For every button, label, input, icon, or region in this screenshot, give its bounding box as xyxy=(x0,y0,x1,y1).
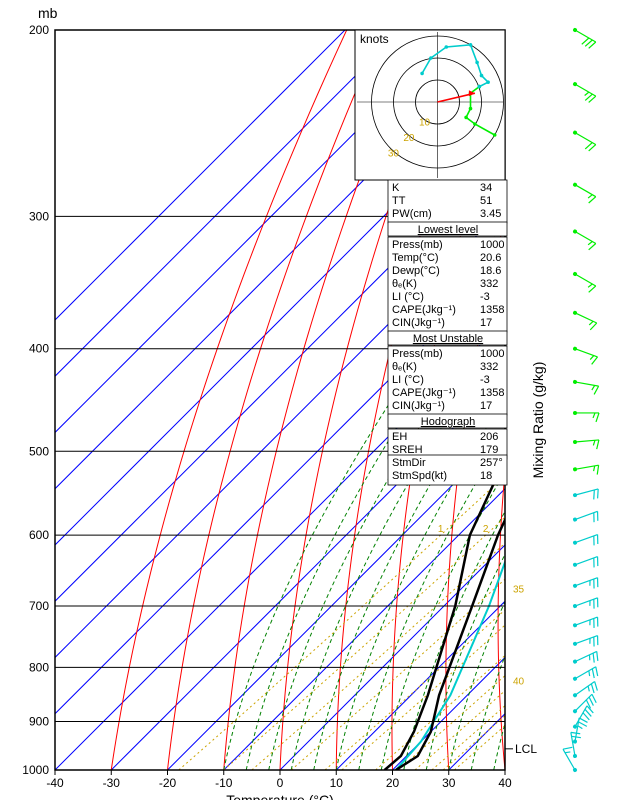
lowest-level-label: θₑ(K) xyxy=(392,278,417,290)
hodograph-title: knots xyxy=(360,32,389,46)
index-value: 3.45 xyxy=(480,208,501,220)
lowest-level-label: Press(mb) xyxy=(392,239,443,251)
index-value: 34 xyxy=(480,182,492,194)
right-axis-label: Mixing Ratio (g/kg) xyxy=(530,362,546,479)
y-axis-label: mb xyxy=(38,5,58,21)
lowest-level-value: 17 xyxy=(480,317,492,329)
most-unstable-label: CIN(Jkg⁻¹) xyxy=(392,400,445,412)
lowest-level-label: Temp(°C) xyxy=(392,252,439,264)
lowest-level-label: CAPE(Jkg⁻¹) xyxy=(392,304,456,316)
wind-barb xyxy=(569,229,597,252)
hodograph-info-label: EH xyxy=(392,431,407,443)
wind-barb xyxy=(569,271,597,294)
wind-barb xyxy=(572,665,600,688)
mixing-ratio-label: 1 xyxy=(438,524,444,535)
hodograph-info-label: SREH xyxy=(392,444,423,456)
wind-barb xyxy=(569,81,597,104)
index-value: 51 xyxy=(480,195,492,207)
storm-label: StmSpd(kt) xyxy=(392,470,447,482)
lowest-level-value: 1000 xyxy=(480,239,504,251)
most-unstable-label: Press(mb) xyxy=(392,348,443,360)
wind-barb xyxy=(569,182,597,205)
most-unstable-title: Most Unstable xyxy=(413,333,483,345)
index-label: TT xyxy=(392,195,406,207)
wind-barb xyxy=(571,380,599,395)
x-axis-label: Temperature (°C) xyxy=(226,792,334,800)
lowest-level-value: 1358 xyxy=(480,304,504,316)
pressure-tick: 700 xyxy=(29,599,49,613)
storm-label: StmDir xyxy=(392,457,426,469)
hodograph-info-title: Hodograph xyxy=(421,416,475,428)
wind-barb xyxy=(569,27,597,50)
wind-barb xyxy=(572,705,595,733)
storm-value: 257° xyxy=(480,457,503,469)
wind-barb xyxy=(573,463,601,478)
pressure-tick: 200 xyxy=(29,23,49,37)
wind-barb xyxy=(569,310,597,331)
wind-barb xyxy=(561,745,584,773)
most-unstable-value: 1358 xyxy=(480,387,504,399)
pressure-tick: 900 xyxy=(29,715,49,729)
temp-tick: 30 xyxy=(442,776,456,790)
wind-barb xyxy=(572,533,600,552)
lowest-level-title: Lowest level xyxy=(418,224,479,236)
lowest-level-value: -3 xyxy=(480,291,490,303)
temp-tick: 10 xyxy=(330,776,344,790)
temp-tick: 0 xyxy=(277,776,284,790)
wind-barb xyxy=(572,555,600,574)
index-label: PW(cm) xyxy=(392,208,432,220)
hodograph-ring-label: 20 xyxy=(403,133,415,144)
most-unstable-value: 1000 xyxy=(480,348,504,360)
pressure-tick: 800 xyxy=(29,660,49,674)
wind-barb xyxy=(572,615,600,634)
wind-barb xyxy=(572,634,600,653)
temp-tick: 20 xyxy=(386,776,400,790)
temp-tick: 40 xyxy=(498,776,512,790)
wind-barb xyxy=(573,411,599,422)
most-unstable-label: θₑ(K) xyxy=(392,361,417,373)
lowest-level-label: LI (°C) xyxy=(392,291,424,303)
temp-tick: -20 xyxy=(159,776,177,790)
wind-barb xyxy=(572,576,600,595)
pressure-tick: 600 xyxy=(29,528,49,542)
wind-barb xyxy=(572,596,600,615)
mixing-ratio-label: 2 xyxy=(483,524,489,535)
pressure-tick: 500 xyxy=(29,444,49,458)
wind-barb xyxy=(569,130,597,153)
temp-tick: -40 xyxy=(46,776,64,790)
wind-barb xyxy=(573,438,600,451)
wind-barb xyxy=(573,718,588,746)
pressure-tick: 400 xyxy=(29,342,49,356)
wind-barb xyxy=(570,346,598,365)
lcl-label: LCL xyxy=(515,742,537,756)
mixing-ratio-label: 40 xyxy=(513,676,525,687)
most-unstable-label: LI (°C) xyxy=(392,374,424,386)
hodograph-panel xyxy=(355,30,505,180)
lowest-level-value: 332 xyxy=(480,278,498,290)
storm-value: 18 xyxy=(480,470,492,482)
wind-barb xyxy=(573,487,601,504)
lowest-level-label: CIN(Jkg⁻¹) xyxy=(392,317,445,329)
wind-barb xyxy=(572,509,600,528)
most-unstable-value: -3 xyxy=(480,374,490,386)
hodograph-info-value: 206 xyxy=(480,431,498,443)
pressure-tick: 300 xyxy=(29,209,49,223)
skewt-diagram: 1235401000900800700600500400300200-40-30… xyxy=(0,0,618,800)
mixing-ratio-label: 35 xyxy=(513,585,525,596)
temp-tick: -30 xyxy=(103,776,121,790)
most-unstable-value: 332 xyxy=(480,361,498,373)
hodograph-info-value: 179 xyxy=(480,444,498,456)
hodograph-ring-label: 30 xyxy=(388,149,400,160)
hodograph-ring-label: 10 xyxy=(419,118,431,129)
most-unstable-label: CAPE(Jkg⁻¹) xyxy=(392,387,456,399)
index-label: K xyxy=(392,182,400,194)
lowest-level-label: Dewp(°C) xyxy=(392,265,440,277)
most-unstable-value: 17 xyxy=(480,400,492,412)
lowest-level-value: 20.6 xyxy=(480,252,501,264)
pressure-tick: 1000 xyxy=(22,763,49,777)
lowest-level-value: 18.6 xyxy=(480,265,501,277)
temp-tick: -10 xyxy=(215,776,233,790)
